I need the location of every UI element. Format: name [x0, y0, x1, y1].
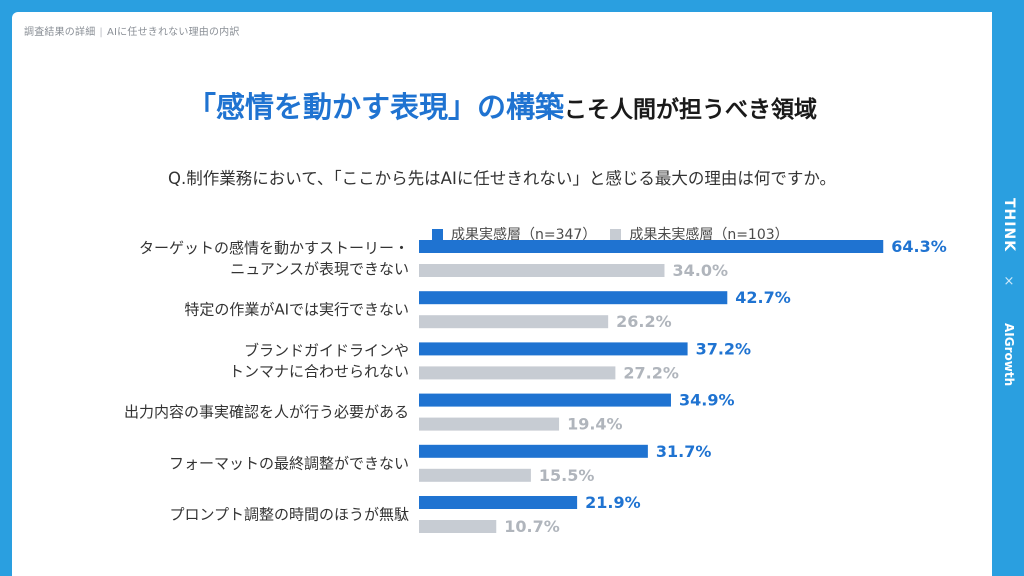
title-highlight: 「感情を動かす表現」の構築 — [186, 90, 564, 124]
category-label: ブランドガイドラインやトンマナに合わせられない — [229, 341, 409, 380]
bar-series-2 — [419, 468, 531, 482]
category-label-line: プロンプト調整の時間のほうが無駄 — [169, 506, 409, 524]
think-logo: THINK — [1001, 197, 1017, 253]
category-label-line: ニュアンスが表現できない — [230, 260, 409, 278]
category-label: プロンプト調整の時間のほうが無駄 — [169, 506, 409, 524]
category-label-line: 特定の作業がAIでは実行できない — [184, 301, 409, 319]
legend-label-series-1: 成果実感層（n=347） — [451, 227, 597, 243]
chart-legend: 成果実感層（n=347） 成果未実感層（n=103） — [432, 224, 803, 244]
bar-series-1 — [419, 342, 688, 356]
bar-series-2 — [419, 366, 616, 380]
survey-question: Q.制作業務において、「ここから先はAIに任せきれない」と感じる最大の理由は何で… — [168, 169, 836, 188]
data-label-series-2: 10.7% — [504, 517, 560, 536]
data-label-series-2: 27.2% — [623, 363, 679, 382]
legend-label-series-2: 成果未実感層（n=103） — [629, 227, 789, 243]
category-label-line: ターゲットの感情を動かすストーリー・ — [139, 239, 409, 257]
bar-series-2 — [419, 417, 560, 431]
data-label-series-2: 26.2% — [616, 312, 672, 331]
data-label-series-1: 31.7% — [656, 442, 712, 461]
legend-swatch-series-2 — [610, 228, 622, 240]
bar-series-1 — [419, 240, 884, 253]
data-label-series-1: 21.9% — [585, 493, 641, 512]
legend-item-series-2: 成果未実感層（n=103） — [610, 224, 789, 244]
data-label-series-1: 42.7% — [735, 288, 791, 307]
category-label-line: トンマナに合わせられない — [229, 362, 409, 380]
side-brand-logos: THINK × AIGrowth — [994, 190, 1024, 410]
bar-series-1 — [419, 444, 648, 458]
category-label-line: フォーマットの最終調整ができない — [169, 454, 409, 472]
category-label: ターゲットの感情を動かすストーリー・ニュアンスが表現できない — [139, 239, 409, 278]
legend-swatch-series-1 — [432, 228, 443, 240]
category-label: 出力内容の事実確認を人が行う必要がある — [124, 403, 409, 421]
cross-mark: × — [1003, 274, 1015, 289]
page-title: 「感情を動かす表現」の構築こそ人間が担うべき領域 — [12, 84, 992, 126]
data-label-series-1: 64.3% — [891, 237, 947, 256]
data-label-series-1: 37.2% — [696, 339, 752, 358]
data-label-series-2: 34.0% — [672, 261, 728, 280]
data-label-series-2: 15.5% — [539, 466, 595, 485]
bar-series-1 — [419, 291, 728, 305]
legend-item-series-1: 成果実感層（n=347） — [432, 224, 596, 244]
data-label-series-1: 34.9% — [679, 391, 735, 410]
aigrowth-logo: AIGrowth — [1002, 323, 1016, 387]
bar-series-1 — [419, 496, 578, 509]
breadcrumb: 調査結果の詳細 | AIに任せきれない理由の内訳 — [24, 23, 240, 38]
bar-chart: ターゲットの感情を動かすストーリー・ニュアンスが表現できない 64.3% 34.0%… — [124, 237, 947, 536]
bar-series-2 — [419, 315, 609, 329]
slide-card: 調査結果の詳細 | AIに任せきれない理由の内訳 「感情を動かす表現」の構築こそ人間… — [12, 12, 992, 576]
bar-series-2 — [419, 264, 665, 277]
title-rest: こそ人間が担うべき領域 — [564, 97, 817, 123]
data-label-series-2: 19.4% — [567, 415, 623, 434]
breadcrumb-topic: AIに任せきれない理由の内訳 — [106, 27, 240, 38]
bar-series-1 — [419, 393, 671, 407]
breadcrumb-separator: | — [99, 27, 103, 38]
category-label-line: ブランドガイドラインや — [244, 341, 409, 359]
breadcrumb-section: 調査結果の詳細 — [24, 27, 96, 38]
category-label: 特定の作業がAIでは実行できない — [184, 301, 409, 319]
category-label: フォーマットの最終調整ができない — [169, 454, 409, 472]
bar-series-2 — [419, 520, 497, 533]
category-label-line: 出力内容の事実確認を人が行う必要がある — [124, 403, 409, 421]
